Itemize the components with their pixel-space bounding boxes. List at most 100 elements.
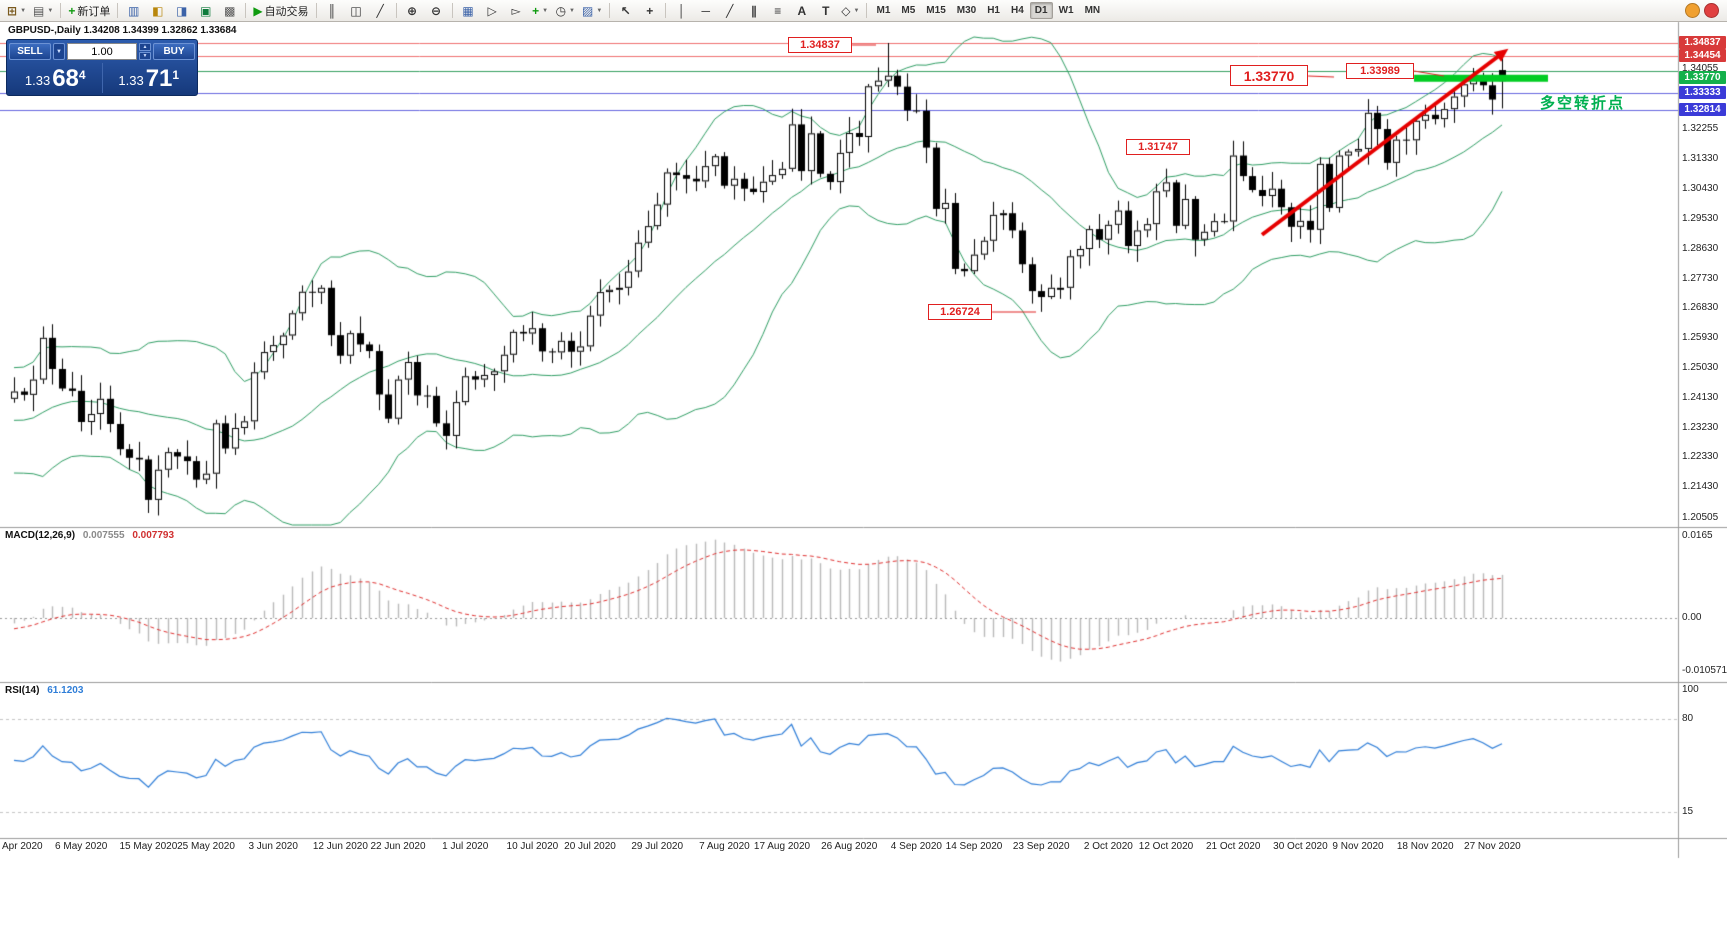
channel-button[interactable]: ∥: [742, 1, 765, 21]
price-callout[interactable]: 1.26724: [928, 304, 992, 320]
channel-icon: ∥: [750, 3, 757, 18]
price-callout[interactable]: 1.33989: [1346, 63, 1414, 79]
zoom-out-icon: ⊖: [431, 3, 442, 18]
timeframe-m30-button[interactable]: M30: [956, 5, 977, 16]
macd-signal-value: 0.007793: [132, 530, 175, 541]
cursor-button[interactable]: ↖: [614, 1, 637, 21]
cursor-icon: ↖: [620, 3, 631, 18]
volume-input[interactable]: [67, 43, 137, 60]
trendline-icon: ╱: [726, 3, 734, 18]
trendline-button[interactable]: ╱: [718, 1, 741, 21]
price-axis-tag: 1.34837: [1679, 35, 1726, 49]
date-axis-label: 25 May 2020: [177, 841, 235, 852]
macd-name: MACD(12,26,9): [5, 530, 76, 541]
sell-price-sup: 4: [78, 68, 86, 82]
buy-price[interactable]: 1.33 71 1: [103, 63, 196, 93]
timeframe-mn-button[interactable]: MN: [1084, 5, 1101, 16]
new-chart-button[interactable]: ⊞ ▼: [4, 1, 29, 21]
shapes-button[interactable]: ◇ ▼: [838, 1, 862, 21]
crosshair-button[interactable]: +: [638, 1, 661, 21]
sell-price[interactable]: 1.33 68 4: [9, 63, 103, 93]
autotrading-button[interactable]: ▶ 自动交易: [250, 1, 311, 21]
bar-chart-button[interactable]: ║: [321, 1, 344, 21]
zoom-out-button[interactable]: ⊖: [425, 1, 448, 21]
community-icon[interactable]: [1685, 3, 1700, 18]
rsi-axis-label: 15: [1682, 806, 1694, 818]
price-callout[interactable]: 1.31747: [1126, 139, 1190, 155]
price-axis-label: 1.34055: [1682, 62, 1719, 74]
line-chart-button[interactable]: ╱: [369, 1, 392, 21]
timeframe-m1-button[interactable]: M1: [876, 5, 891, 16]
price-axis-label: 1.32255: [1682, 122, 1719, 134]
fibonacci-button[interactable]: ≡: [766, 1, 789, 21]
text-icon: A: [797, 3, 807, 18]
bar-chart-icon: ║: [327, 3, 337, 18]
new-order-button[interactable]: + 新订单: [65, 1, 113, 21]
tile-windows-button[interactable]: ▦: [457, 1, 480, 21]
zoom-in-button[interactable]: ⊕: [401, 1, 424, 21]
data-window-icon: ◧: [152, 3, 164, 18]
date-axis-label: 10 Jul 2020: [506, 841, 559, 852]
price-axis-label: 1.30430: [1682, 183, 1719, 195]
date-axis-label: 29 Jul 2020: [631, 841, 684, 852]
price-axis-label: 1.24130: [1682, 391, 1719, 403]
price-callout[interactable]: 1.33770: [1230, 65, 1308, 86]
caret-down-icon: ▼: [853, 7, 860, 14]
turning-point-label[interactable]: 多空转折点: [1540, 95, 1626, 112]
volume-down-icon[interactable]: ▼: [139, 52, 151, 60]
date-axis-label: 1 Jul 2020: [442, 841, 489, 852]
chart-shift-icon: ▻: [511, 3, 521, 18]
timeframe-m5-button[interactable]: M5: [901, 5, 916, 16]
toolbar-separator: [395, 3, 397, 18]
auto-scroll-button[interactable]: ▷: [481, 1, 504, 21]
price-callout[interactable]: 1.34837: [788, 37, 852, 53]
rsi-label: RSI(14) 61.1203: [5, 685, 83, 696]
vertical-line-button[interactable]: │: [670, 1, 693, 21]
caret-down-icon: ▼: [596, 7, 603, 14]
sell-price-big: 68: [52, 65, 79, 92]
text-label-icon: T: [822, 3, 830, 18]
price-axis-label: 1.25030: [1682, 361, 1719, 373]
shapes-icon: ◇: [841, 3, 851, 18]
timeframe-d1-button[interactable]: D1: [1029, 2, 1053, 19]
line-chart-icon: ╱: [376, 3, 384, 18]
strategy-tester-button[interactable]: ▩: [218, 1, 241, 21]
market-watch-button[interactable]: ▥: [122, 1, 145, 21]
buy-button[interactable]: BUY: [153, 43, 195, 60]
volume-up-icon[interactable]: ▲: [139, 43, 151, 51]
terminal-button[interactable]: ▣: [194, 1, 217, 21]
date-axis-label: 26 Aug 2020: [821, 841, 878, 852]
date-axis-label: 7 Aug 2020: [699, 841, 750, 852]
price-axis-label: 1.29530: [1682, 212, 1719, 224]
alerts-icon[interactable]: [1704, 3, 1719, 18]
timeframe-h4-button[interactable]: H4: [1011, 5, 1024, 16]
date-axis-label: 17 Aug 2020: [753, 841, 811, 852]
chart-shift-button[interactable]: ▻: [505, 1, 528, 21]
date-axis-label: 9 Nov 2020: [1332, 841, 1384, 852]
buy-price-big: 71: [145, 65, 173, 92]
fibonacci-icon: ≡: [774, 3, 782, 18]
volume-dropdown-caret[interactable]: ▼: [53, 43, 65, 60]
chart-profiles-button[interactable]: ▤ ▼: [30, 1, 56, 21]
sell-button[interactable]: SELL: [9, 43, 51, 60]
chart-title: GBPUSD-,Daily 1.34208 1.34399 1.32862 1.…: [8, 25, 237, 36]
price-axis-label: 1.23230: [1682, 421, 1719, 433]
templates-button[interactable]: ▨ ▼: [579, 1, 605, 21]
data-window-button[interactable]: ◧: [146, 1, 169, 21]
periods-button[interactable]: ◷ ▼: [553, 1, 578, 21]
toolbar-separator: [665, 3, 667, 18]
tile-windows-icon: ▦: [462, 3, 474, 18]
indicators-button[interactable]: + ▼: [529, 1, 552, 21]
toolbar-separator: [60, 3, 62, 18]
horizontal-line-button[interactable]: ─: [694, 1, 717, 21]
timeframe-h1-button[interactable]: H1: [987, 5, 1000, 16]
text-label-button[interactable]: T: [814, 1, 837, 21]
candlestick-chart-button[interactable]: ◫: [345, 1, 368, 21]
timeframe-w1-button[interactable]: W1: [1058, 5, 1074, 16]
vertical-line-icon: │: [678, 3, 686, 18]
text-button[interactable]: A: [790, 1, 813, 21]
autotrading-icon: ▶: [253, 3, 263, 18]
timeframe-m15-button[interactable]: M15: [926, 5, 946, 16]
navigator-button[interactable]: ◨: [170, 1, 193, 21]
